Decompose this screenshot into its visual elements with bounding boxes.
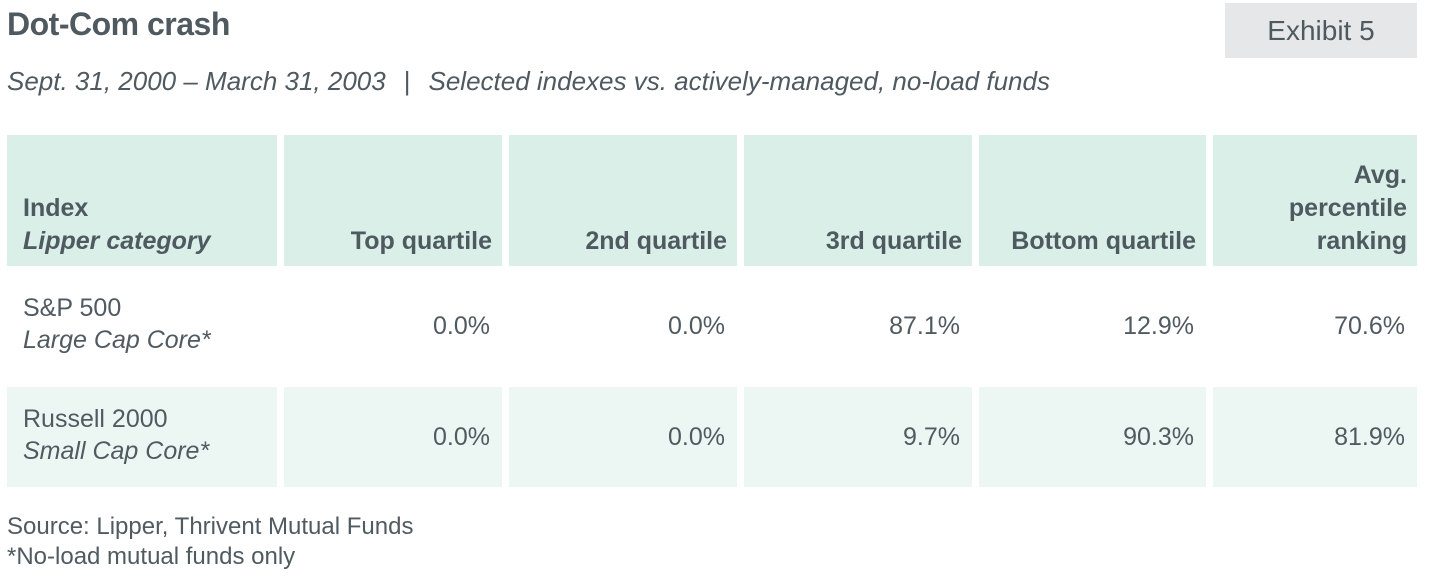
page-title: Dot-Com crash	[7, 6, 230, 42]
value-cell: 0.0%	[284, 276, 502, 377]
exhibit-badge: Exhibit 5	[1225, 3, 1417, 58]
value-cell: 81.9%	[1213, 387, 1417, 487]
subtitle-description: Selected indexes vs. actively-managed, n…	[428, 66, 1050, 96]
header-ranking-label: ranking	[1316, 227, 1407, 255]
subtitle: Sept. 31, 2000 – March 31, 2003 | Selected…	[7, 66, 1050, 97]
quartile-table: Index Lipper category Top quartile 2nd q…	[7, 135, 1417, 487]
3rd-quartile-value: 9.7%	[903, 423, 960, 451]
table-header-row: Index Lipper category Top quartile 2nd q…	[7, 135, 1417, 266]
avg-percentile-value: 70.6%	[1334, 312, 1405, 340]
header-percentile-label: percentile	[1288, 194, 1407, 222]
header-cell-top-quartile: Top quartile	[284, 135, 502, 266]
value-cell: 90.3%	[979, 387, 1206, 487]
header-avg-label: Avg.	[1353, 161, 1407, 189]
header-index-label: Index	[23, 194, 89, 222]
top-quartile-value: 0.0%	[433, 312, 490, 340]
source-note: Source: Lipper, Thrivent Mutual Funds	[7, 513, 414, 540]
lipper-category: Large Cap Core*	[23, 326, 211, 354]
footer-notes: Source: Lipper, Thrivent Mutual Funds *N…	[7, 512, 413, 572]
header-cell-bottom-quartile: Bottom quartile	[979, 135, 1206, 266]
table-row: S&P 500 Large Cap Core* 0.0% 0.0% 87.1% …	[7, 276, 1417, 377]
table-row: Russell 2000 Small Cap Core* 0.0% 0.0% 9…	[7, 387, 1417, 487]
header-category-label: Lipper category	[23, 227, 211, 255]
value-cell: 87.1%	[744, 276, 972, 377]
top-quartile-value: 0.0%	[433, 423, 490, 451]
2nd-quartile-value: 0.0%	[668, 423, 725, 451]
row-label-cell: S&P 500 Large Cap Core*	[7, 276, 277, 377]
footnote: *No-load mutual funds only	[7, 543, 296, 570]
2nd-quartile-value: 0.0%	[668, 312, 725, 340]
value-cell: 9.7%	[744, 387, 972, 487]
index-name: S&P 500	[23, 294, 122, 322]
subtitle-period: Sept. 31, 2000 – March 31, 2003	[7, 66, 386, 96]
value-cell: 70.6%	[1213, 276, 1417, 377]
header-2nd-quartile-label: 2nd quartile	[585, 227, 727, 255]
lipper-category: Small Cap Core*	[23, 437, 210, 465]
value-cell: 0.0%	[509, 276, 737, 377]
value-cell: 0.0%	[509, 387, 737, 487]
bottom-quartile-value: 12.9%	[1123, 312, 1194, 340]
value-cell: 0.0%	[284, 387, 502, 487]
index-name: Russell 2000	[23, 405, 168, 433]
subtitle-separator: |	[403, 66, 411, 96]
header-bottom-quartile-label: Bottom quartile	[1011, 227, 1196, 255]
value-cell: 12.9%	[979, 276, 1206, 377]
avg-percentile-value: 81.9%	[1334, 423, 1405, 451]
3rd-quartile-value: 87.1%	[889, 312, 960, 340]
header-cell-avg-ranking: Avg. percentile ranking	[1213, 135, 1417, 266]
header-top-quartile-label: Top quartile	[350, 227, 492, 255]
row-label-cell: Russell 2000 Small Cap Core*	[7, 387, 277, 487]
bottom-quartile-value: 90.3%	[1123, 423, 1194, 451]
header-cell-2nd-quartile: 2nd quartile	[509, 135, 737, 266]
header-cell-3rd-quartile: 3rd quartile	[744, 135, 972, 266]
header-cell-index: Index Lipper category	[7, 135, 277, 266]
header-3rd-quartile-label: 3rd quartile	[825, 227, 962, 255]
